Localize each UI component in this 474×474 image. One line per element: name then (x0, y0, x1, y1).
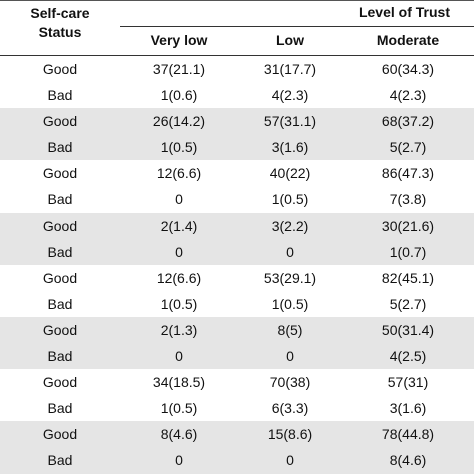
moderate-cell: 5(2.7) (389, 295, 427, 312)
moderate-cell: 78(44.8) (381, 426, 435, 443)
column-header-low: Low (276, 32, 304, 48)
table-row: Bad 1(0.5) 1(0.5) 5(2.7) (0, 291, 474, 317)
low-cell: 57(31.1) (263, 113, 317, 130)
low-cell: 40(22) (269, 165, 311, 182)
low-cell: 6(3.3) (271, 400, 309, 417)
status-cell: Bad (47, 400, 73, 417)
column-header-moderate: Moderate (376, 32, 440, 48)
very-low-cell: 12(6.6) (156, 269, 202, 286)
header-status-line-2: Status (38, 24, 82, 40)
status-cell: Bad (47, 348, 73, 365)
table-row: Good 12(6.6) 40(22) 86(47.3) (0, 160, 474, 186)
status-cell: Good (42, 165, 78, 182)
very-low-cell: 0 (175, 191, 183, 208)
moderate-cell: 1(0.7) (389, 243, 427, 260)
status-cell: Bad (47, 139, 73, 156)
header-bottom-rule (0, 55, 474, 56)
low-cell: 4(2.3) (271, 87, 309, 104)
status-cell: Bad (47, 295, 73, 312)
table-row: Good 2(1.4) 3(2.2) 30(21.6) (0, 212, 474, 239)
moderate-cell: 30(21.6) (381, 217, 435, 234)
table-row: Bad 0 0 4(2.5) (0, 343, 474, 370)
table-header: Self-care Status Level of Trust Very low… (0, 0, 474, 56)
header-span-line (120, 26, 474, 27)
top-rule (0, 0, 474, 1)
status-cell: Bad (47, 87, 73, 104)
low-cell: 0 (286, 348, 294, 365)
moderate-cell: 86(47.3) (381, 165, 435, 182)
status-cell: Bad (47, 452, 73, 469)
table-row: Bad 0 0 1(0.7) (0, 238, 474, 265)
low-cell: 8(5) (277, 321, 303, 338)
status-cell: Good (42, 113, 78, 130)
low-cell: 31(17.7) (263, 61, 317, 77)
low-cell: 0 (286, 452, 294, 469)
table-row: Good 34(18.5) 70(38) 57(31) (0, 369, 474, 395)
very-low-cell: 1(0.5) (160, 400, 198, 417)
status-cell: Bad (47, 191, 73, 208)
very-low-cell: 8(4.6) (160, 426, 198, 443)
low-cell: 0 (286, 243, 294, 260)
header-status-line-1: Self-care (30, 5, 90, 21)
very-low-cell: 37(21.1) (152, 61, 206, 77)
header-level-of-trust: Level of Trust (358, 4, 450, 20)
very-low-cell: 1(0.5) (160, 139, 198, 156)
moderate-cell: 7(3.8) (389, 191, 427, 208)
table-body: Good 37(21.1) 31(17.7) 60(34.3) Bad 1(0.6) 4(2… (0, 56, 474, 474)
moderate-cell: 50(31.4) (381, 321, 435, 338)
very-low-cell: 0 (175, 243, 183, 260)
status-cell: Bad (47, 243, 73, 260)
table-row: Good 8(4.6) 15(8.6) 78(44.8) (0, 421, 474, 448)
moderate-cell: 8(4.6) (389, 452, 427, 469)
status-cell: Good (42, 61, 78, 77)
very-low-cell: 2(1.4) (160, 217, 198, 234)
header-self-care-status: Self-care Status (0, 4, 120, 42)
low-cell: 1(0.5) (271, 191, 309, 208)
status-cell: Good (42, 321, 78, 338)
table-row: Good 2(1.3) 8(5) 50(31.4) (0, 316, 474, 344)
status-cell: Good (42, 374, 78, 391)
status-cell: Good (42, 269, 78, 286)
table-row: Bad 1(0.5) 3(1.6) 5(2.7) (0, 134, 474, 161)
low-cell: 3(2.2) (271, 217, 309, 234)
very-low-cell: 1(0.6) (160, 87, 198, 104)
table-row: Good 12(6.6) 53(29.1) 82(45.1) (0, 265, 474, 291)
very-low-cell: 1(0.5) (160, 295, 198, 312)
moderate-cell: 4(2.5) (389, 348, 427, 365)
table-row: Bad 1(0.6) 4(2.3) 4(2.3) (0, 82, 474, 108)
moderate-cell: 57(31) (387, 374, 429, 391)
table-row: Bad 0 1(0.5) 7(3.8) (0, 186, 474, 212)
table-row: Good 37(21.1) 31(17.7) 60(34.3) (0, 56, 474, 82)
moderate-cell: 82(45.1) (381, 269, 435, 286)
table-row: Good 26(14.2) 57(31.1) 68(37.2) (0, 108, 474, 135)
moderate-cell: 4(2.3) (389, 87, 427, 104)
very-low-cell: 12(6.6) (156, 165, 202, 182)
moderate-cell: 68(37.2) (381, 113, 435, 130)
moderate-cell: 5(2.7) (389, 139, 427, 156)
very-low-cell: 0 (175, 348, 183, 365)
low-cell: 53(29.1) (263, 269, 317, 286)
table-row: Bad 0 0 8(4.6) (0, 447, 474, 474)
low-cell: 70(38) (269, 374, 311, 391)
low-cell: 15(8.6) (267, 426, 313, 443)
moderate-cell: 60(34.3) (381, 61, 435, 77)
very-low-cell: 34(18.5) (152, 374, 206, 391)
moderate-cell: 3(1.6) (389, 400, 427, 417)
very-low-cell: 0 (175, 452, 183, 469)
status-cell: Good (42, 426, 78, 443)
low-cell: 1(0.5) (271, 295, 309, 312)
low-cell: 3(1.6) (271, 139, 309, 156)
very-low-cell: 26(14.2) (152, 113, 206, 130)
table-row: Bad 1(0.5) 6(3.3) 3(1.6) (0, 395, 474, 421)
column-header-very-low: Very low (150, 32, 208, 48)
status-cell: Good (42, 217, 78, 234)
very-low-cell: 2(1.3) (160, 321, 198, 338)
